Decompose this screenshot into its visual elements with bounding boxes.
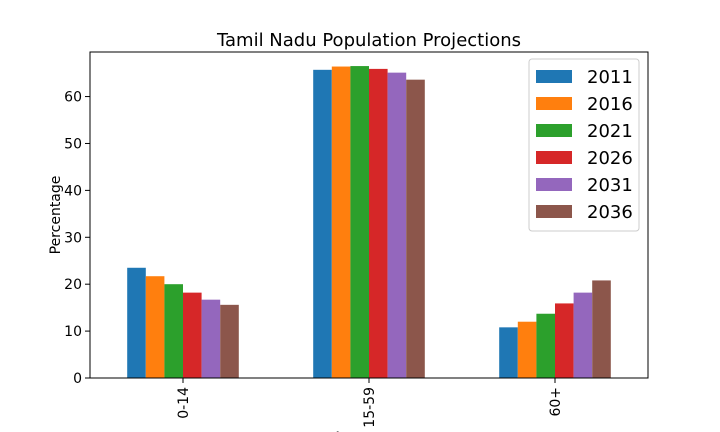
legend-swatch-2016 (536, 97, 572, 110)
bar-15-59-2016 (331, 66, 351, 378)
bar-15-59-2036 (406, 79, 425, 379)
x-tick-label: 15-59 (362, 387, 378, 428)
y-axis: 0 10 20 30 40 50 60 (64, 90, 90, 387)
legend-label-2011: 2011 (587, 67, 633, 88)
legend-label-2021: 2021 (587, 121, 633, 142)
legend-swatch-2021 (536, 124, 572, 137)
bar-0-14-2036 (220, 304, 239, 378)
legend-swatch-2026 (536, 151, 572, 164)
bar-15-59-2011 (313, 69, 332, 378)
bar-60+-2036 (592, 280, 611, 378)
y-tick-label: 40 (64, 183, 82, 199)
legend-swatch-2036 (536, 205, 572, 218)
bar-15-59-2021 (350, 66, 369, 378)
y-tick-label: 20 (64, 277, 82, 293)
bar-60+-2011 (499, 327, 518, 378)
legend-label-2016: 2016 (587, 94, 633, 115)
y-tick-label: 50 (64, 136, 82, 152)
legend: 2011 2016 2021 2026 2031 2036 (528, 58, 640, 232)
bar-0-14-2026 (183, 292, 202, 378)
bar-60+-2026 (555, 303, 574, 378)
x-axis-label: Age group (333, 430, 405, 432)
y-tick-label: 0 (73, 371, 82, 387)
y-tick-label: 60 (64, 90, 82, 106)
x-tick-label: 60+ (548, 387, 564, 417)
legend-swatch-2011 (536, 70, 572, 83)
x-axis: 0-14 15-59 60+ (176, 378, 564, 428)
bar-0-14-2031 (201, 299, 221, 378)
bar-15-59-2026 (369, 68, 388, 378)
y-tick-label: 30 (64, 230, 82, 246)
legend-label-2031: 2031 (587, 175, 633, 196)
y-axis-label: Percentage (48, 176, 64, 255)
bar-60+-2021 (536, 313, 555, 378)
bars-group (127, 66, 611, 379)
bar-0-14-2011 (127, 267, 146, 378)
x-tick-label: 0-14 (176, 387, 192, 419)
legend-label-2036: 2036 (587, 202, 633, 223)
bar-0-14-2016 (145, 276, 165, 378)
bar-60+-2016 (517, 321, 537, 378)
legend-swatch-2031 (536, 178, 572, 191)
chart-title: Tamil Nadu Population Projections (216, 30, 521, 51)
bar-60+-2031 (573, 292, 593, 378)
bar-15-59-2031 (387, 72, 407, 378)
bar-0-14-2021 (164, 284, 183, 378)
legend-label-2026: 2026 (587, 148, 633, 169)
y-tick-label: 10 (64, 324, 82, 340)
